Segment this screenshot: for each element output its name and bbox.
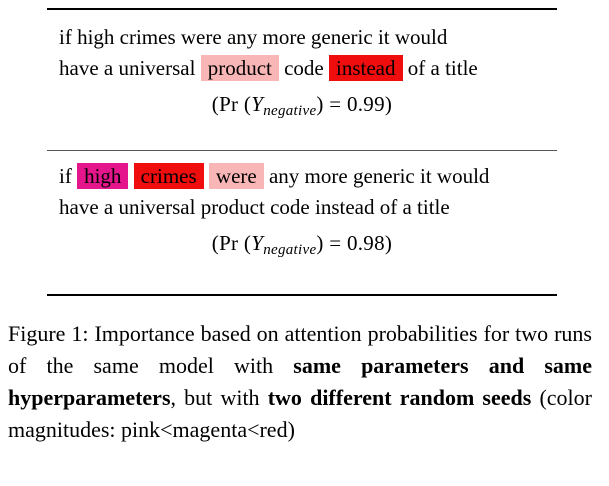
y-symbol: Y	[251, 92, 264, 116]
probability-run-2: (Pr (Ynegative) = 0.98)	[211, 231, 393, 258]
pr-symbol: Pr	[219, 231, 239, 255]
sentence-text: have a universal	[59, 56, 196, 80]
bottom-rule	[47, 294, 557, 296]
caption-text: , but with	[170, 385, 260, 410]
example-run-1: if high crimes were any more generic it …	[47, 10, 557, 150]
middle-rule	[47, 150, 557, 151]
sentence-line: if high crimes were any more generic it …	[59, 25, 448, 49]
probability-value: = 0.98	[329, 231, 385, 255]
example-run-2: if high crimes were any more generic it …	[47, 151, 557, 294]
sentence-line: have a universal product code instead of…	[59, 195, 450, 219]
caption-text: Importance based on attention probabilit…	[8, 321, 592, 378]
sentence-text: any more generic it would	[268, 164, 490, 188]
caption-bold: two different random seeds	[267, 385, 532, 410]
sentence-text: of a title	[407, 56, 478, 80]
sentence-run-1: if high crimes were any more generic it …	[47, 22, 557, 84]
token-were-highlight: were	[208, 163, 264, 189]
caption-text: (color magnitudes: pink<magenta<red)	[8, 385, 592, 442]
token-crimes-highlight: crimes	[133, 163, 204, 189]
figure-1: if high crimes were any more generic it …	[47, 8, 557, 296]
top-rule	[47, 8, 557, 10]
token-instead-highlight: instead	[329, 55, 403, 81]
figure-caption: Figure 1: Importance based on attention …	[8, 318, 592, 446]
token-high-highlight: high	[77, 163, 129, 189]
y-subscript: negative	[263, 103, 317, 119]
token-product-highlight: product	[200, 55, 279, 81]
probability-run-1: (Pr (Ynegative) = 0.99)	[211, 92, 393, 119]
caption-bold: same parameters and same hyperparameters	[8, 353, 592, 410]
pr-symbol: Pr	[219, 92, 239, 116]
y-subscript: negative	[263, 242, 317, 258]
y-symbol: Y	[251, 231, 264, 255]
sentence-text: if	[59, 164, 72, 188]
sentence-run-2: if high crimes were any more generic it …	[47, 161, 557, 223]
caption-label: Figure 1:	[8, 321, 89, 346]
probability-value: = 0.99	[329, 92, 385, 116]
sentence-text: code	[284, 56, 324, 80]
